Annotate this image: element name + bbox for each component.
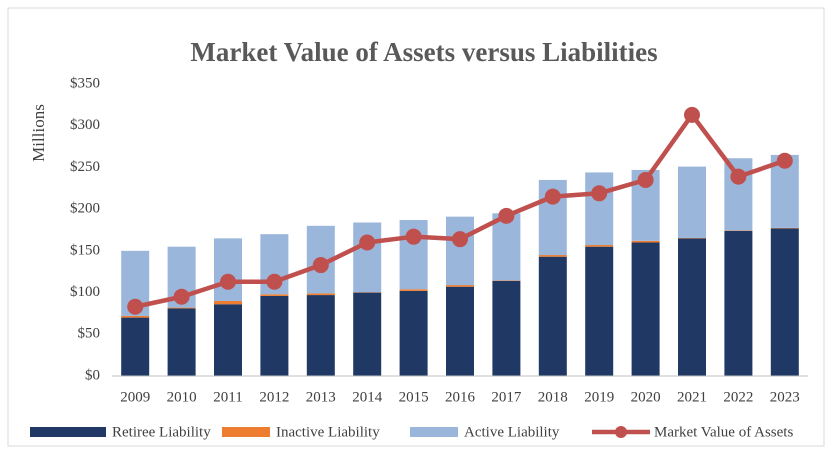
line-marker [452, 231, 468, 248]
y-tick-label: $350 [70, 75, 100, 91]
legend-swatch [222, 427, 270, 437]
y-tick-label: $300 [70, 117, 100, 133]
bar-segment [353, 222, 382, 293]
bar-segment [585, 245, 614, 247]
bar-segment [678, 238, 706, 376]
x-tick-label: 2014 [352, 389, 383, 405]
y-tick-label: $0 [85, 367, 100, 383]
bar-segment [214, 300, 242, 305]
bar-segment [770, 228, 799, 376]
bar-segment [167, 307, 196, 309]
bar-segment [167, 308, 196, 376]
bar-segment [538, 256, 567, 376]
x-tick-label: 2009 [120, 389, 150, 405]
line-marker [127, 298, 144, 315]
bar-segment [446, 286, 474, 376]
y-tick-label: $50 [78, 326, 101, 342]
legend-label: Active Liability [464, 424, 560, 440]
line-marker [220, 273, 236, 290]
x-tick-label: 2019 [584, 389, 614, 405]
x-tick-label: 2015 [399, 389, 429, 405]
bar-segment [306, 293, 335, 296]
x-tick-label: 2011 [213, 389, 242, 405]
legend-label: Inactive Liability [276, 424, 380, 440]
bar-segment [399, 289, 428, 291]
legend-swatch [615, 426, 627, 438]
line-marker [266, 273, 283, 290]
line-marker [591, 185, 608, 202]
bar-segment [631, 242, 660, 376]
line-marker [684, 106, 700, 123]
y-axis-title: Millions [29, 104, 48, 162]
legend-swatch [30, 427, 106, 437]
x-tick-label: 2023 [770, 389, 800, 405]
line-marker [359, 234, 376, 251]
bar-segment [214, 304, 242, 376]
bar-segment [492, 213, 521, 281]
bar-segment [446, 285, 474, 287]
bar-segment [260, 295, 289, 376]
bar-segment [678, 166, 706, 238]
x-tick-label: 2021 [677, 389, 707, 405]
bar-segment [538, 255, 567, 257]
bar-segment [121, 317, 150, 376]
line-marker [730, 168, 747, 185]
bar-segment [585, 172, 614, 246]
legend-label: Retiree Liability [112, 424, 211, 440]
chart-title: Market Value of Assets versus Liabilitie… [190, 37, 657, 67]
bar-segment [585, 246, 614, 376]
bar-segment [121, 315, 150, 318]
x-tick-label: 2018 [538, 389, 568, 405]
legend-label: Market Value of Assets [654, 424, 793, 440]
x-tick-label: 2020 [631, 389, 661, 405]
bar-segment [631, 240, 660, 243]
x-tick-label: 2010 [167, 389, 197, 405]
line-marker [637, 171, 654, 188]
y-tick-label: $250 [70, 159, 100, 175]
line-marker [498, 207, 515, 224]
line-marker [312, 257, 329, 274]
x-tick-label: 2017 [491, 389, 522, 405]
x-tick-label: 2022 [723, 389, 753, 405]
legend-swatch [410, 427, 458, 437]
y-tick-label: $100 [70, 284, 100, 300]
bar-segment [214, 238, 242, 301]
bar-segment [353, 292, 382, 376]
line-marker [405, 228, 422, 245]
x-tick-label: 2012 [259, 389, 289, 405]
x-tick-label: 2016 [445, 389, 476, 405]
line-marker [544, 188, 561, 205]
y-tick-label: $200 [70, 201, 100, 217]
bar-segment [446, 216, 474, 286]
line-marker [173, 288, 190, 305]
bar-segment [724, 230, 753, 376]
bar-segment [260, 294, 289, 296]
x-tick-label: 2013 [306, 389, 336, 405]
line-marker [776, 152, 793, 169]
bar-segment [306, 295, 335, 376]
bar-segment [492, 280, 521, 376]
y-tick-label: $150 [70, 242, 100, 258]
bar-segment [399, 290, 428, 376]
